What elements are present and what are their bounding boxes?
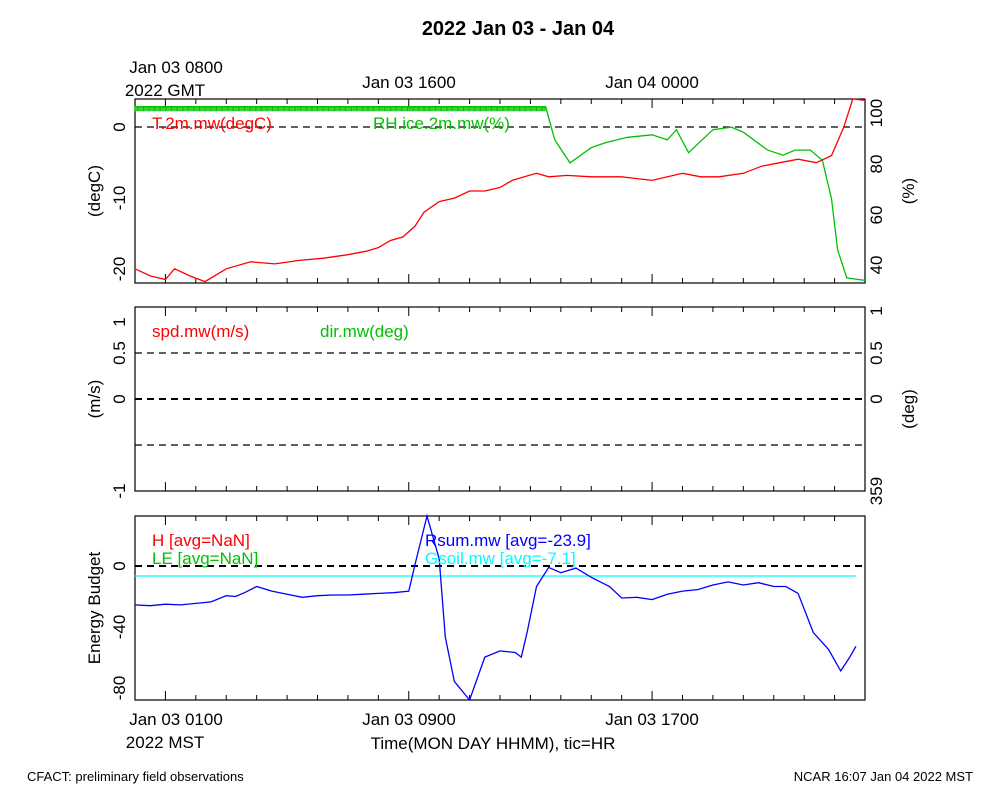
chart-title: 2022 Jan 03 - Jan 04 — [422, 18, 615, 40]
speed-legend: spd.mw(m/s) — [152, 322, 249, 341]
rsum-legend: Rsum.mw [avg=-23.9] — [425, 531, 591, 550]
panel1-ytick-neg20: -20 — [110, 257, 129, 282]
panel3-ylabel: Energy Budget — [85, 551, 104, 664]
temperature-legend: T.2m.mw(degC) — [152, 114, 272, 133]
panel1-y2tick-100: 100 — [867, 99, 886, 127]
panel2-y2label: (deg) — [899, 389, 918, 429]
rsum-series-line — [134, 513, 857, 702]
panel1-y2tick-40: 40 — [867, 256, 886, 275]
temperature-humidity-panel: T.2m.mw(degC) RH.ice.2m.mw(%) 0 -10 -20 … — [85, 98, 918, 284]
panel1-ylabel: (degC) — [85, 165, 104, 217]
panel3-ytick-neg80: -80 — [110, 676, 129, 701]
panel1-y2tick-60: 60 — [867, 206, 886, 225]
top-time-label-3: Jan 04 0000 — [605, 73, 699, 92]
panel2-ylabel: (m/s) — [85, 380, 104, 419]
direction-legend: dir.mw(deg) — [320, 322, 409, 341]
rh-legend: RH.ice.2m.mw(%) — [373, 114, 510, 133]
panel1-ytick-0: 0 — [110, 122, 129, 131]
gsoil-legend: Gsoil.mw [avg=-7.1] — [425, 549, 576, 568]
bottom-time-sublabel: 2022 MST — [126, 733, 204, 752]
wind-panel: spd.mw(m/s) dir.mw(deg) 1 0.5 0 -1 (m/s)… — [85, 306, 918, 505]
x-axis-label: Time(MON DAY HHMM), tic=HR — [371, 734, 616, 753]
top-time-label-2: Jan 03 1600 — [362, 73, 456, 92]
bottom-time-label-2: Jan 03 0900 — [362, 710, 456, 729]
footer-timestamp: NCAR 16:07 Jan 04 2022 MST — [794, 769, 973, 784]
panel3-x-ticks — [164, 516, 836, 700]
top-time-label-1: Jan 03 0800 — [129, 58, 223, 77]
top-time-sublabel: 2022 GMT — [125, 81, 205, 100]
panel1-ytick-neg10: -10 — [110, 186, 129, 211]
panel2-ytick-0.0: 0 — [110, 394, 129, 403]
temperature-series-line — [134, 98, 866, 283]
panel3-ytick-0: 0 — [110, 561, 129, 570]
footer-note: CFACT: preliminary field observations — [27, 769, 244, 784]
panel2-x-ticks — [164, 307, 836, 491]
panel2-y2tick-1: 1 — [867, 306, 886, 315]
panel2-y2tick-0.5: 0.5 — [867, 341, 886, 365]
panel3-ytick-neg40: -40 — [110, 615, 129, 640]
panel2-y2tick-0: 0 — [867, 394, 886, 403]
panel2-ytick-neg1.0: -1 — [110, 483, 129, 498]
bottom-time-label-3: Jan 03 1700 — [605, 710, 699, 729]
panel2-ytick-0.5: 0.5 — [110, 341, 129, 365]
bottom-time-label-1: Jan 03 0100 — [129, 710, 223, 729]
panel2-y2tick-359: 359 — [867, 477, 886, 505]
h-legend: H [avg=NaN] — [152, 531, 250, 550]
panel1-y2label: (%) — [899, 178, 918, 204]
panel2-ytick-1.0: 1 — [110, 317, 129, 326]
le-legend: LE [avg=NaN] — [152, 549, 258, 568]
panel1-y2tick-80: 80 — [867, 155, 886, 174]
energy-budget-panel: H [avg=NaN] LE [avg=NaN] Rsum.mw [avg=-2… — [85, 513, 866, 702]
